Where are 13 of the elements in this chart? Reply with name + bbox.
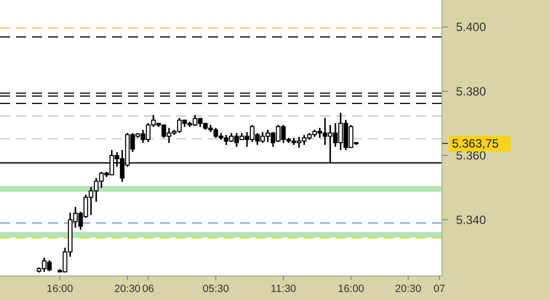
- x-tick-label: 16:00: [46, 283, 74, 295]
- text: 5.363,75: [452, 136, 500, 151]
- y-tick-label: 5.400: [456, 20, 486, 34]
- y-tick-label: 5.360: [456, 148, 486, 163]
- x-tick-label: 11:30: [270, 283, 296, 295]
- x-tick-label: 07: [434, 283, 446, 295]
- y-tick-label: 5.340: [456, 212, 486, 227]
- y-tick-label: 5.380: [456, 84, 486, 98]
- x-tick-label: 16:00: [338, 283, 364, 295]
- x-tick-label: 20:30: [114, 283, 141, 295]
- x-tick-label: 20:30: [395, 283, 422, 295]
- x-tick-label: 06: [142, 283, 154, 295]
- x-tick-label: 05:30: [202, 283, 230, 295]
